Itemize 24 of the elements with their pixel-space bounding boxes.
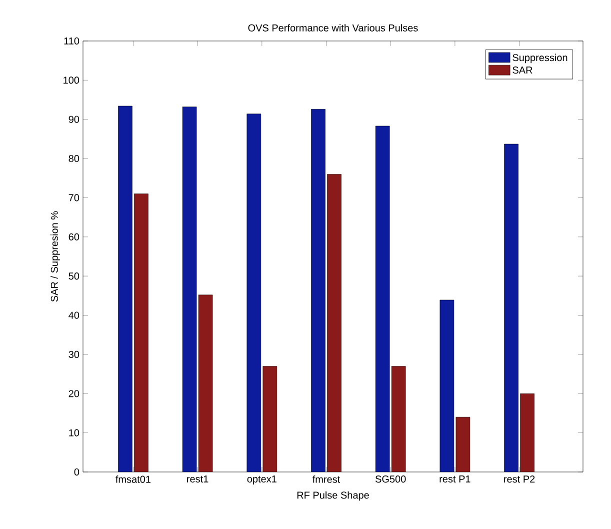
y-tick-label: 70 [68,194,80,202]
y-tick-label: 20 [68,390,80,398]
y-tick-label: 40 [68,312,80,319]
y-tick-label: 100 [64,76,80,84]
chart-title: OVS Performance with Various Pulses [248,24,418,32]
y-tick-label: 30 [68,350,80,358]
x-tick-label: rest P2 [504,476,535,483]
x-axis-title: RF Pulse Shape [297,491,369,501]
y-tick-label: 50 [68,272,80,280]
y-tick-label: 10 [69,429,80,436]
legend-label: Suppression [512,54,568,64]
x-tick-label: SG500 [375,476,406,483]
legend-label: SAR [512,66,532,74]
x-tick-label: fmsat01 [116,476,150,483]
y-tick-label: 60 [68,233,80,240]
y-tick-label: 0 [74,468,80,476]
y-tick-label: 90 [68,116,80,123]
y-axis-title: SAR / Suppresion % [50,211,60,302]
y-tick-label: 80 [68,154,80,162]
x-tick-label: fmrest [312,476,340,483]
x-tick-label: rest1 [187,476,208,482]
x-tick-label: rest P1 [440,476,470,482]
y-tick-label: 110 [64,37,80,45]
x-tick-label: optex1 [247,476,276,484]
